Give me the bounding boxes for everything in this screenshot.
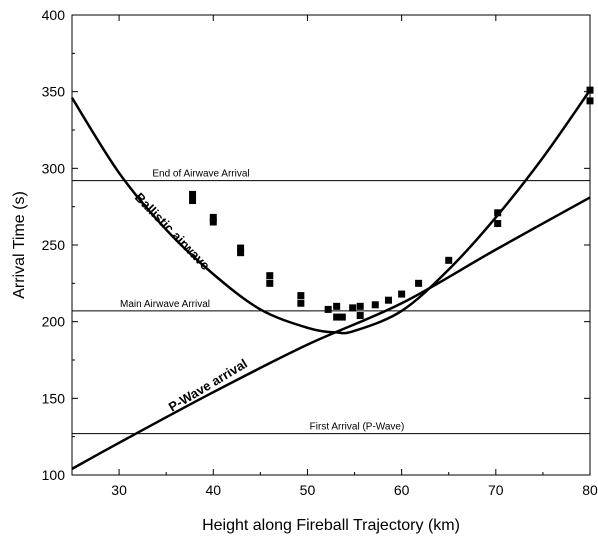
x-tick-label: 50 — [300, 482, 316, 498]
data-point — [398, 290, 406, 298]
data-point — [494, 220, 502, 228]
p-wave-arrival-curve — [71, 196, 591, 470]
data-point — [356, 302, 364, 310]
data-point — [338, 313, 346, 321]
data-point — [209, 218, 217, 226]
y-tick-label: 200 — [42, 314, 66, 330]
curve-label-ballistic: Ballistic airwave — [132, 190, 213, 273]
y-axis-title-group: Arrival Time (s) — [11, 191, 28, 299]
reference-line-label: First Arrival (P-Wave) — [310, 422, 405, 433]
y-tick-label: 100 — [42, 467, 66, 483]
plot-frame — [71, 14, 591, 476]
data-point — [349, 304, 357, 312]
x-tick-label: 70 — [488, 482, 504, 498]
x-axis-title: Height along Fireball Trajectory (km) — [202, 517, 460, 534]
data-point — [266, 279, 274, 287]
data-point — [371, 301, 379, 309]
data-point — [356, 312, 364, 320]
data-point — [189, 190, 197, 198]
svg-text:P-Wave arrival: P-Wave arrival — [166, 356, 250, 415]
reference-line-label: Main Airwave Arrival — [120, 299, 210, 310]
y-tick-label: 150 — [42, 390, 66, 406]
data-point — [266, 272, 274, 280]
data-point — [237, 244, 245, 252]
data-point — [333, 313, 341, 321]
x-tick-label: 30 — [111, 482, 127, 498]
x-tick-label: 60 — [394, 482, 410, 498]
x-tick-label: 40 — [205, 482, 221, 498]
data-point — [384, 296, 392, 304]
reference-line-label: End of Airwave Arrival — [152, 169, 249, 180]
y-axis-title: Arrival Time (s) — [11, 191, 28, 299]
data-point — [237, 249, 245, 257]
data-point — [209, 213, 217, 221]
y-tick-label: 300 — [42, 160, 66, 176]
y-tick-label: 250 — [42, 237, 66, 253]
data-point — [415, 279, 423, 287]
data-point — [324, 305, 332, 313]
curve-label-pwave: P-Wave arrival — [166, 356, 250, 415]
data-point — [297, 299, 305, 307]
data-point — [445, 256, 453, 264]
data-point — [189, 197, 197, 205]
y-tick-label: 350 — [42, 84, 66, 100]
data-point — [297, 292, 305, 300]
data-point — [333, 302, 341, 310]
svg-text:Ballistic airwave: Ballistic airwave — [132, 190, 213, 273]
x-tick-label: 80 — [582, 482, 598, 498]
data-point — [494, 209, 502, 217]
y-tick-label: 400 — [42, 7, 66, 23]
